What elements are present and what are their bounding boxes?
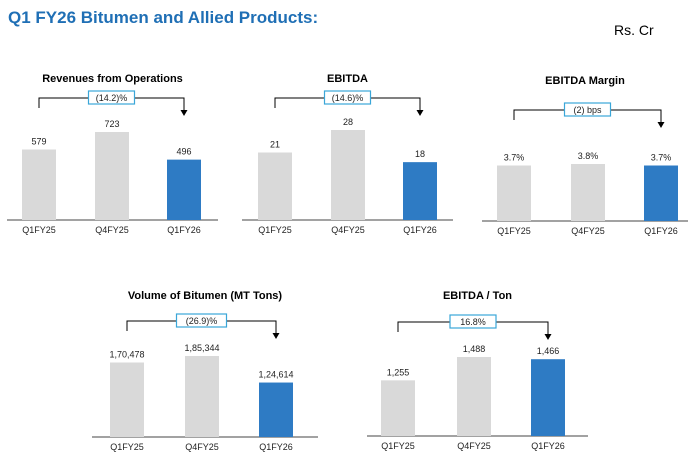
bar-q1fy25 [110,362,144,437]
data-label: 1,24,614 [258,370,293,380]
bar-q1fy25 [381,380,415,436]
change-badge-label: (2) bps [573,105,602,115]
data-label: 3.7% [504,153,525,163]
unit-label: Rs. Cr [614,22,654,38]
bar-q1fy25 [258,152,292,220]
data-label: 496 [176,147,191,157]
category-label: Q1FY25 [258,225,292,235]
bar-q4fy25 [457,357,491,436]
chart-title: Volume of Bitumen (MT Tons) [128,290,283,302]
bar-q1fy26 [403,162,437,220]
ebitda-per-ton-chart: EBITDA / Ton 16.8% 1,255 Q1FY25 1,488 Q4FY25 1… [367,290,588,451]
category-label: Q1FY25 [22,225,56,235]
change-badge [323,90,372,105]
bar-q4fy25 [185,356,219,437]
bitumen-volume-chart: Volume of Bitumen (MT Tons) (26.9)% 1,70,4… [92,290,318,452]
ebitda-chart: EBITDA (14.6)% 21 Q1FY25 28 Q4FY25 18 Q1FY26 [242,73,453,235]
bar-q4fy25 [331,130,365,220]
revenue-chart: Revenues from Operations (14.2)% 579 Q1FY25… [7,73,218,235]
bar-q4fy25 [571,164,605,221]
category-label: Q4FY25 [185,442,219,452]
bar-q1fy26 [259,382,293,437]
bracket-arrow-icon [180,110,188,116]
data-label: 3.8% [578,151,599,161]
data-label: 579 [31,137,46,147]
bar-q1fy25 [497,165,531,221]
chart-title: Revenues from Operations [42,73,183,85]
data-label: 1,488 [463,344,486,354]
bar-q1fy26 [167,159,201,220]
data-label: 18 [415,149,425,159]
category-label: Q4FY25 [95,225,129,235]
category-label: Q4FY25 [331,225,365,235]
data-label: 723 [104,119,119,129]
page-title: Q1 FY26 Bitumen and Allied Products: [8,8,319,27]
change-badge [87,90,136,105]
change-badge-label: (14.6)% [332,93,364,103]
change-badge-label: 16.8% [460,317,486,327]
chart-title: EBITDA / Ton [443,290,512,302]
ebitda-margin-chart: EBITDA Margin (2) bps 3.7% Q1FY25 3.8% Q4FY25… [482,75,688,236]
category-label: Q1FY25 [381,441,415,451]
data-label: 21 [270,140,280,150]
category-label: Q1FY26 [531,441,565,451]
data-label: 1,255 [387,367,410,377]
change-badge [175,313,228,328]
category-label: Q4FY25 [457,441,491,451]
category-label: Q1FY26 [403,225,437,235]
bracket-arrow-icon [416,110,424,116]
category-label: Q1FY26 [644,226,678,236]
category-label: Q1FY26 [167,225,201,235]
category-label: Q1FY25 [497,226,531,236]
change-badge-label: (26.9)% [186,316,218,326]
bracket-arrow-icon [272,333,280,339]
bracket-arrow-icon [657,122,665,128]
bar-q1fy26 [644,165,678,221]
chart-title: EBITDA [327,73,368,85]
bar-q1fy26 [531,359,565,436]
data-label: 3.7% [651,153,672,163]
category-label: Q1FY26 [259,442,293,452]
category-label: Q4FY25 [571,226,605,236]
change-badge [563,102,612,117]
bar-q4fy25 [95,132,129,220]
change-badge-label: (14.2)% [96,93,128,103]
change-badge [449,314,497,329]
bar-q1fy25 [22,149,56,220]
data-label: 1,70,478 [109,349,144,359]
data-label: 28 [343,117,353,127]
chart-title: EBITDA Margin [545,75,625,87]
bracket-arrow-icon [544,334,552,340]
data-label: 1,466 [537,346,560,356]
data-label: 1,85,344 [184,343,219,353]
category-label: Q1FY25 [110,442,144,452]
